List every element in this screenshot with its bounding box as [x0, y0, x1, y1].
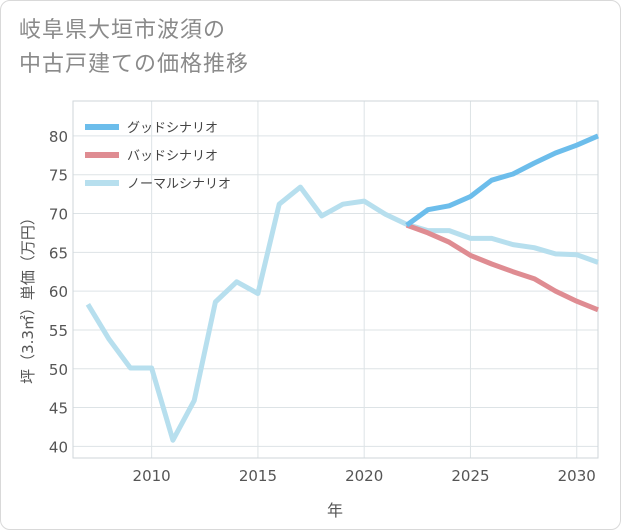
grid: [73, 101, 598, 458]
x-tick-label: 2030: [558, 467, 596, 485]
chart-title-line-2: 中古戸建ての価格推移: [19, 52, 250, 77]
chart-title-line-1: 岐阜県大垣市波須の: [19, 18, 227, 43]
legend-label-bad: バッドシナリオ: [127, 149, 218, 164]
series-line-good: [405, 133, 600, 228]
y-tick-label: 70: [49, 206, 68, 224]
y-tick-label: 60: [49, 283, 68, 301]
x-tick-label: 2015: [239, 467, 277, 485]
x-axis-label: 年: [327, 501, 343, 520]
y-tick-label: 50: [49, 361, 68, 379]
y-tick-label: 45: [49, 400, 68, 418]
y-tick-label: 75: [49, 167, 68, 185]
x-tick-label: 2025: [451, 467, 489, 485]
legend-label-good: グッドシナリオ: [127, 121, 218, 136]
legend-label-normal: ノーマルシナリオ: [127, 177, 231, 192]
x-axis-ticks: 2010 2015 2020 2025 2030: [133, 467, 596, 485]
y-tick-label: 65: [49, 244, 68, 262]
y-axis-label: 坪（3.3㎡）単価（万円）: [19, 210, 37, 384]
series-layer: [85, 133, 600, 443]
plot-area-frame: [72, 100, 599, 459]
x-tick-label: 2010: [133, 467, 171, 485]
y-tick-label: 80: [49, 128, 68, 146]
y-axis-ticks: 40 45 50 55 60 65 70 75 80: [49, 128, 68, 456]
chart-title: 岐阜県大垣市波須の 中古戸建ての価格推移: [19, 14, 249, 82]
series-line-normal: [85, 184, 599, 443]
y-tick-label: 40: [49, 438, 68, 456]
y-tick-label: 55: [49, 322, 68, 340]
series-line-bad: [405, 222, 599, 313]
x-tick-label: 2020: [345, 467, 383, 485]
